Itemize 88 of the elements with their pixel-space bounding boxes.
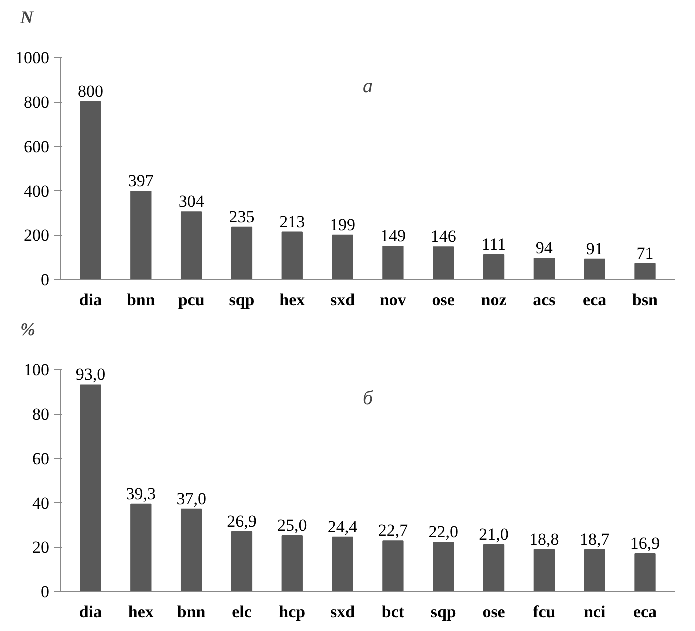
- bar: [584, 258, 606, 280]
- data-label: 25,0: [278, 516, 308, 536]
- x-tick-label: elc: [232, 602, 252, 622]
- x-tick-label: ose: [432, 290, 456, 310]
- data-label: 397: [128, 171, 154, 190]
- x-tick-label: hcp: [279, 602, 306, 622]
- bar: [483, 254, 505, 280]
- data-label: 24,4: [328, 517, 358, 536]
- data-label: 18,7: [580, 530, 610, 550]
- bar: [332, 234, 354, 280]
- y-tick-label: 1000: [16, 48, 50, 68]
- data-label: 21,0: [479, 524, 509, 544]
- x-tick-label: hex: [128, 602, 154, 622]
- data-label: 26,9: [227, 512, 257, 531]
- bar: [634, 263, 656, 280]
- data-label: 71: [636, 244, 654, 263]
- bar: [584, 550, 606, 592]
- bar: [382, 246, 404, 280]
- x-tick-label: ose: [482, 602, 506, 622]
- y-tick-label: 0: [41, 270, 50, 290]
- bar: [80, 102, 102, 280]
- y-tick-label: 100: [24, 360, 50, 380]
- bar: [282, 232, 303, 280]
- y-tick-label: 0: [41, 582, 50, 602]
- x-tick-label: hex: [280, 290, 306, 310]
- data-label: 37,0: [176, 489, 206, 508]
- data-label: 39,3: [126, 484, 156, 504]
- data-label: 91: [586, 239, 604, 258]
- data-label: 146: [430, 227, 456, 246]
- x-tick-label: bct: [382, 602, 405, 622]
- y-tick-label: 80: [32, 405, 50, 424]
- data-label: 304: [178, 192, 205, 212]
- bar: [433, 542, 454, 592]
- x-tick-label: eca: [583, 290, 608, 310]
- bar: [130, 504, 152, 592]
- data-label: 22,0: [428, 522, 458, 542]
- y-tick-label: 20: [32, 538, 50, 558]
- bar: [483, 544, 505, 592]
- y-tick-label: 800: [24, 93, 50, 112]
- bar: [282, 536, 303, 592]
- y-tick-label: 600: [24, 137, 50, 156]
- x-tick-label: bnn: [126, 290, 156, 310]
- x-tick-label: nci: [584, 602, 606, 622]
- y-axis-title: N: [20, 8, 34, 28]
- bar: [231, 226, 253, 280]
- x-tick-label: pcu: [178, 290, 205, 310]
- y-axis-title: %: [20, 320, 36, 340]
- y-tick-label: 60: [32, 449, 50, 468]
- data-label: 213: [280, 212, 306, 232]
- annotation: б: [362, 388, 374, 410]
- bar: [534, 258, 556, 280]
- bar: [534, 549, 556, 592]
- x-tick-label: bsn: [632, 290, 659, 310]
- x-tick-label: fcu: [533, 602, 556, 622]
- bar: [382, 540, 404, 592]
- x-tick-label: dia: [79, 602, 103, 622]
- x-tick-label: sqp: [229, 290, 255, 310]
- annotation: a: [362, 76, 373, 98]
- x-tick-label: eca: [633, 602, 658, 622]
- y-tick-label: 40: [32, 494, 50, 513]
- x-tick-label: sxd: [330, 602, 356, 622]
- data-label: 16,9: [630, 534, 660, 554]
- x-tick-label: nov: [380, 290, 407, 310]
- y-tick-label: 400: [24, 182, 50, 201]
- data-label: 94: [536, 238, 554, 258]
- x-tick-label: sqp: [430, 602, 456, 622]
- data-label: 93,0: [76, 365, 106, 384]
- x-tick-label: sxd: [330, 290, 356, 310]
- data-label: 235: [229, 207, 255, 226]
- bar: [80, 384, 102, 592]
- bar: [332, 536, 354, 592]
- data-label: 111: [482, 234, 506, 254]
- bar: [634, 554, 656, 592]
- bar: [130, 190, 152, 280]
- bar: [180, 508, 202, 592]
- bar: [433, 246, 454, 280]
- x-tick-label: noz: [481, 290, 508, 310]
- data-label: 800: [78, 82, 104, 102]
- bar: [231, 531, 253, 592]
- y-tick-label: 200: [24, 226, 50, 246]
- data-label: 18,8: [530, 530, 560, 549]
- x-tick-label: bnn: [177, 602, 206, 622]
- data-label: 22,7: [378, 521, 409, 540]
- data-label: 149: [380, 226, 406, 246]
- x-tick-label: dia: [79, 290, 103, 310]
- data-label: 199: [330, 215, 356, 234]
- bar: [180, 212, 202, 280]
- x-tick-label: acs: [533, 290, 556, 310]
